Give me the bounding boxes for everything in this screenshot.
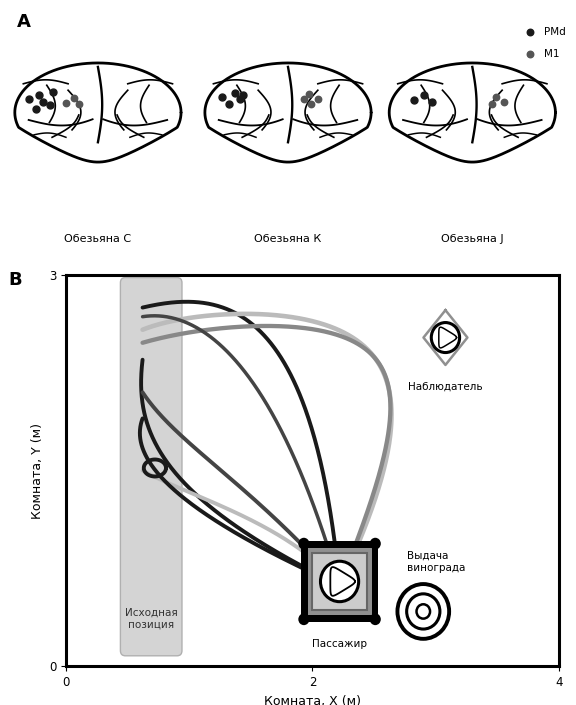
Point [300,93,309,104]
Point [46,99,55,111]
X-axis label: Комната, X (м): Комната, X (м) [264,694,361,705]
Text: Пассажир: Пассажир [312,639,367,649]
Point [525,48,535,59]
Circle shape [298,538,309,549]
Point [313,93,323,104]
Text: PMd: PMd [544,27,566,37]
Text: B: B [9,271,22,290]
Text: Исходная
позиция: Исходная позиция [125,608,177,630]
Text: Выдача
винограда: Выдача винограда [407,551,465,573]
Bar [301,541,378,622]
Point [225,98,234,109]
Text: A: A [17,13,31,32]
Text: Обезьяна С: Обезьяна С [65,234,131,244]
Point [307,98,316,109]
Point [217,91,226,102]
Point [491,91,501,102]
Point [305,88,314,99]
Point [499,96,509,107]
Point [230,87,240,98]
Y-axis label: Комната, Y (м): Комната, Y (м) [31,422,44,519]
Circle shape [431,323,460,352]
Point [32,103,41,114]
Point [61,97,70,109]
Point [238,90,248,101]
Circle shape [320,561,359,601]
Point [70,92,79,104]
Point [525,27,535,38]
Point [35,90,44,101]
Point [409,94,418,106]
Bar [312,553,367,610]
Text: Обезьяна J: Обезьяна J [441,234,503,244]
Circle shape [370,613,381,625]
Point [24,93,33,104]
Point [427,96,437,107]
Circle shape [370,538,381,549]
Point [74,98,84,109]
Text: Наблюдатель: Наблюдатель [408,382,483,392]
Point [487,98,496,109]
Text: Обезьяна К: Обезьяна К [255,234,321,244]
Text: M1: M1 [544,49,560,59]
Point [236,93,245,104]
Circle shape [298,613,309,625]
Point [48,86,58,97]
FancyBboxPatch shape [120,278,182,656]
Point [38,96,47,107]
Bar [308,548,372,615]
Point [420,90,429,101]
